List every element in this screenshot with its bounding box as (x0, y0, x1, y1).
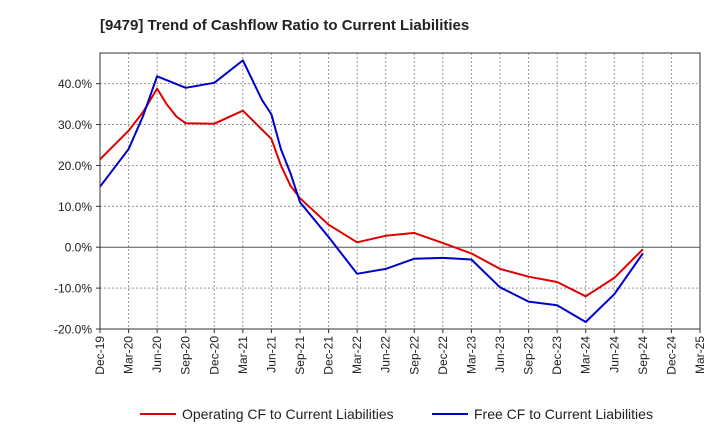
y-axis-ticks: -20.0% -10.0% 0.0% 10.0% 20.0% 30.0% 40.0% (54, 77, 100, 337)
y-tick-label: 40.0% (58, 77, 92, 91)
x-tick-label: Dec-19 (93, 336, 107, 375)
x-tick-label: Sep-23 (522, 336, 536, 375)
y-tick-label: 20.0% (58, 159, 92, 173)
y-tick-label: -10.0% (54, 282, 92, 296)
legend: Operating CF to Current Liabilities Free … (140, 406, 653, 422)
x-tick-label: Mar-24 (579, 336, 593, 374)
x-tick-label: Sep-24 (636, 336, 650, 375)
plot-border (99, 52, 701, 330)
x-tick-label: Sep-22 (407, 336, 421, 375)
chart-title: [9479] Trend of Cashflow Ratio to Curren… (100, 17, 469, 34)
x-tick-label: Mar-21 (236, 336, 250, 374)
operating-cf-line (99, 87, 644, 298)
y-tick-label: 30.0% (58, 118, 92, 132)
x-tick-label: Jun-24 (607, 336, 621, 373)
free-cf-line (99, 59, 644, 323)
x-axis-ticks: Dec-19 Mar-20 Jun-20 Sep-20 Dec-20 Mar-21 Jun-… (93, 329, 707, 375)
legend-free-label: Free CF to Current Liabilities (474, 406, 653, 422)
x-tick-label: Sep-21 (293, 336, 307, 375)
x-tick-label: Jun-23 (493, 336, 507, 373)
x-tick-label: Jun-21 (264, 336, 278, 373)
y-tick-label: 0.0% (65, 241, 93, 255)
x-tick-label: Dec-20 (207, 336, 221, 375)
series-lines (99, 59, 644, 323)
x-tick-label: Mar-23 (464, 336, 478, 374)
x-tick-label: Sep-20 (179, 336, 193, 375)
x-tick-label: Mar-20 (122, 336, 136, 374)
x-tick-label: Mar-22 (350, 336, 364, 374)
x-tick-label: Dec-22 (436, 336, 450, 375)
x-tick-label: Dec-21 (322, 336, 336, 375)
legend-operating-label: Operating CF to Current Liabilities (182, 406, 394, 422)
x-tick-label: Jun-20 (150, 336, 164, 373)
x-tick-label: Mar-25 (693, 336, 707, 374)
y-tick-label: 10.0% (58, 200, 92, 214)
x-tick-label: Dec-23 (550, 336, 564, 375)
x-tick-label: Jun-22 (379, 336, 393, 373)
plot-area (100, 53, 700, 329)
y-tick-label: -20.0% (54, 323, 92, 337)
x-tick-label: Dec-24 (664, 336, 678, 375)
